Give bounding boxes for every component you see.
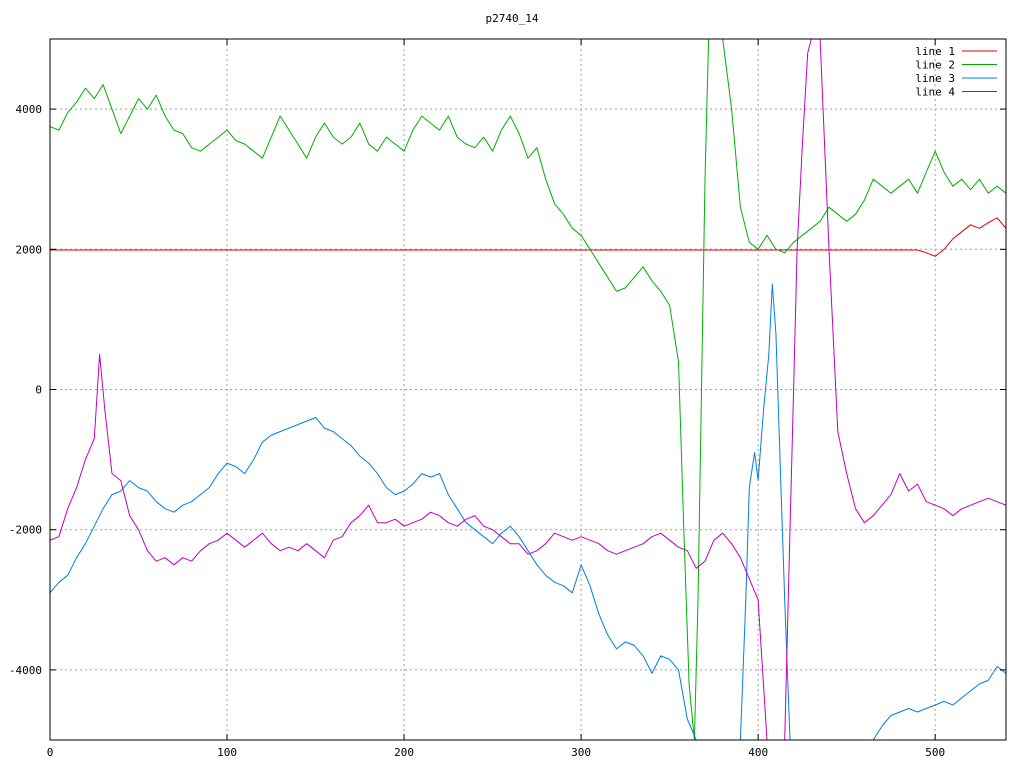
- y-tick-label: 0: [35, 384, 42, 397]
- x-tick-label: 100: [217, 746, 237, 759]
- plot-frame: [49, 38, 1007, 741]
- x-tick-label: 200: [394, 746, 414, 759]
- legend-label-4: line 4: [915, 86, 955, 99]
- grid-layer: [49, 39, 1006, 740]
- y-tick-label: 2000: [16, 243, 43, 256]
- series-line-4: [50, 39, 1006, 740]
- series-line-2: [50, 39, 1006, 740]
- y-tick-label: -4000: [9, 664, 42, 677]
- axis-layer: 0 100 200 300 400 500 -4000 -2000 0 2000 4000: [9, 38, 1007, 759]
- legend-label-2: line 2: [915, 59, 955, 72]
- x-tick-label: 500: [925, 746, 945, 759]
- y-tick-label: 4000: [16, 103, 43, 116]
- legend-label-1: line 1: [915, 45, 955, 58]
- series-layer: [50, 39, 1006, 740]
- x-tick-label: 400: [748, 746, 768, 759]
- series-line-3: [50, 283, 1006, 740]
- x-tick-label: 300: [571, 746, 591, 759]
- y-tick-label: -2000: [9, 524, 42, 537]
- series-line-1: [50, 217, 1006, 257]
- x-tick-label: 0: [47, 746, 54, 759]
- chart-title: p2740_14: [486, 12, 539, 25]
- legend-label-3: line 3: [915, 72, 955, 85]
